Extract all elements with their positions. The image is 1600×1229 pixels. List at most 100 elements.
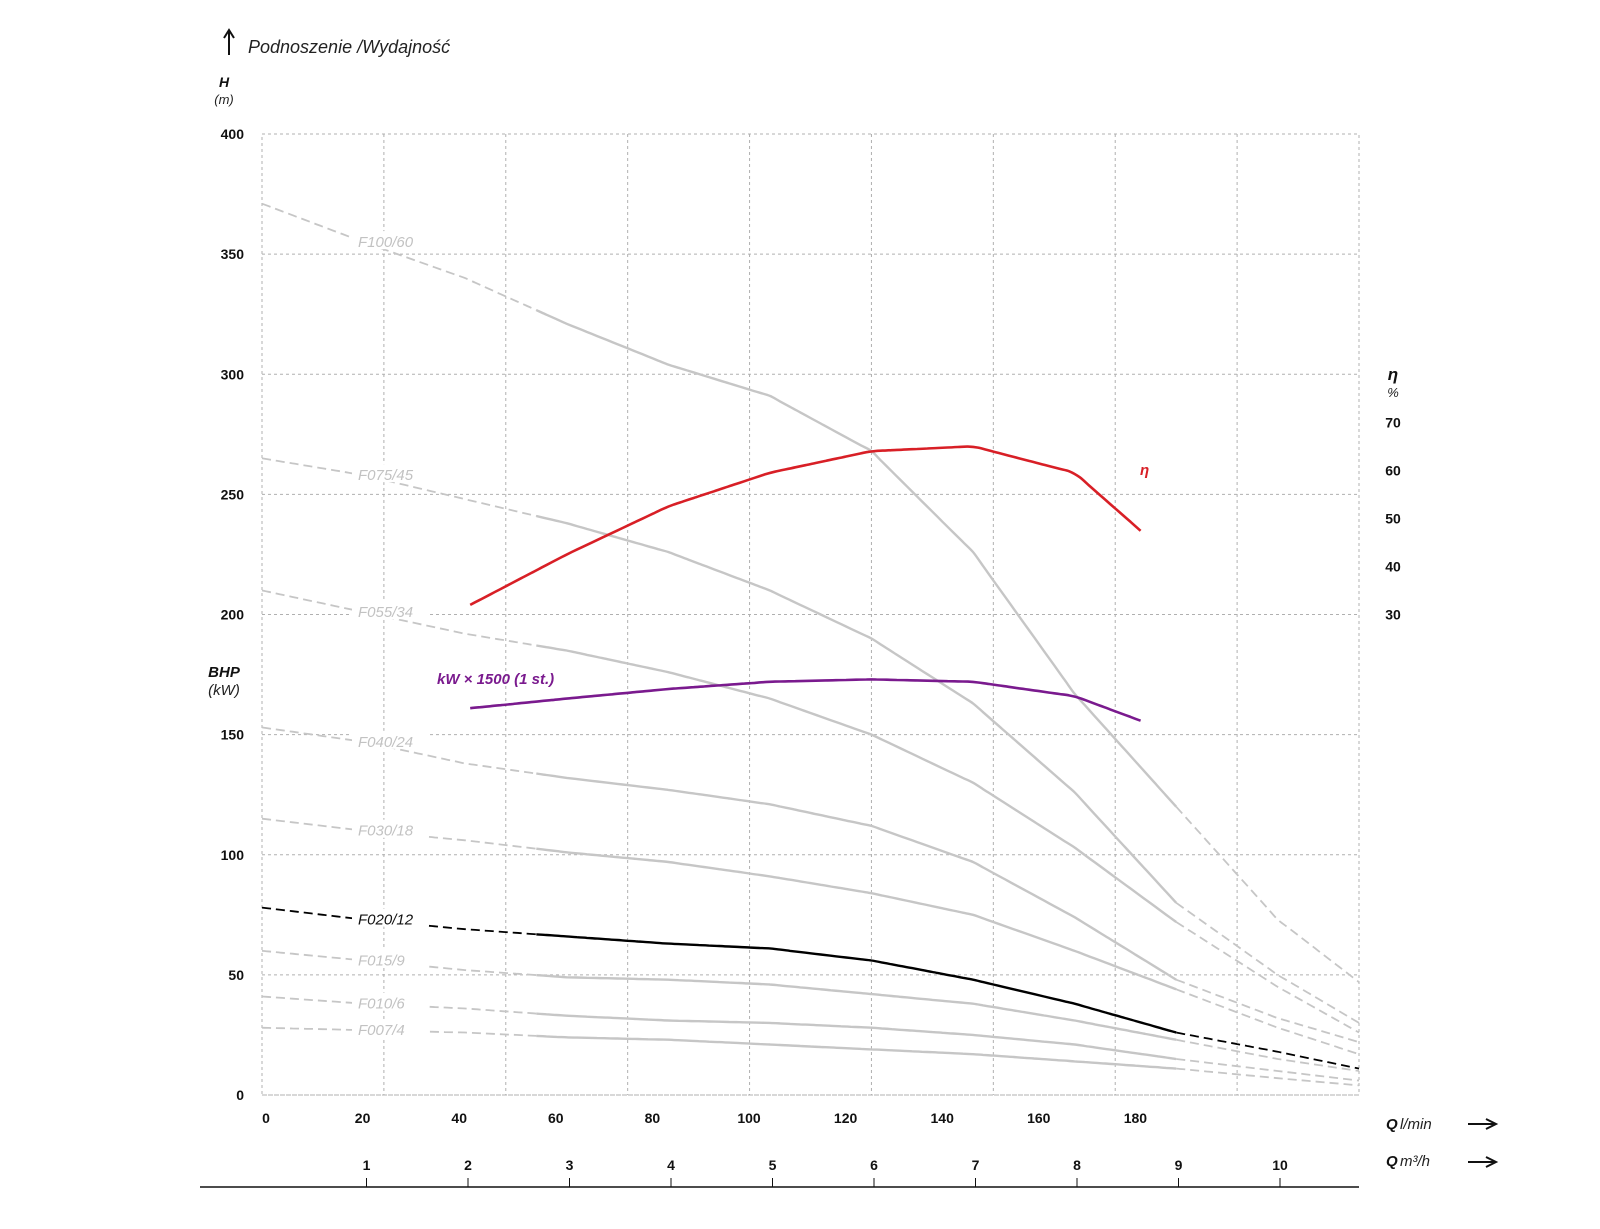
arrow-right-icon [1468, 1118, 1499, 1130]
y-tick-label: 350 [221, 246, 245, 262]
eff-tick-label: 30 [1385, 607, 1401, 623]
curve-f010-6-dashed-left [261, 995, 537, 1015]
x-axis-lmin-title: Q l/min [1386, 1116, 1499, 1133]
x-tick-label-m3h: 2 [464, 1157, 472, 1173]
eff-tick-label: 70 [1385, 414, 1401, 430]
y-tick-label: 250 [221, 486, 245, 502]
curve-label-f030-18: F030/18 [358, 823, 414, 840]
x-tick-label-m3h: 6 [870, 1157, 878, 1173]
curve-label-f015-9: F015/9 [358, 952, 405, 969]
bhp-axis-label: BHP [208, 664, 241, 681]
eff-tick-label: 60 [1385, 462, 1401, 478]
y-tick-label: 150 [221, 727, 245, 743]
y-axis-label: H [219, 74, 230, 90]
eff-tick-label: 50 [1385, 510, 1401, 526]
curve-f007-4 [536, 1034, 1177, 1070]
x-axis-lmin-label: Q [1386, 1116, 1398, 1133]
curve-label-f007-4: F007/4 [358, 1022, 405, 1039]
y-tick-label: 400 [221, 126, 245, 142]
curve-label-bg [352, 1019, 428, 1038]
curve-label-f100-60: F100/60 [358, 234, 414, 251]
curve-f030-18 [536, 847, 1177, 991]
curve-f007-4-dashed-right [1176, 1067, 1360, 1087]
curve-label-eta: η [1140, 462, 1149, 479]
x-axis-m3h-label: Q [1386, 1153, 1398, 1170]
x-tick-label-lmin: 40 [451, 1110, 467, 1126]
curve- [469, 445, 1142, 607]
curve-f015-9-dashed-right [1175, 1038, 1360, 1072]
curve-f100-60 [535, 309, 1178, 808]
x-tick-label-lmin: 180 [1124, 1110, 1148, 1126]
x-tick-label-lmin: 140 [931, 1110, 955, 1126]
chart-title-group: Podnoszenie /Wydajność [223, 28, 450, 57]
curve-f020-12-dashed-right [1175, 1031, 1360, 1070]
curve-label-bg [352, 730, 428, 749]
eff-tick-label: 40 [1385, 558, 1401, 574]
curve-label-bg [352, 464, 428, 483]
eff-axis-label: η [1388, 365, 1398, 384]
curve-f100-60-dashed-right [1175, 806, 1360, 983]
x-tick-label-lmin: 100 [737, 1110, 761, 1126]
x-tick-label-m3h: 10 [1272, 1157, 1288, 1173]
y-axis-unit: (m) [214, 92, 234, 107]
y-tick-label: 300 [221, 366, 245, 382]
curve-f055-34 [536, 644, 1177, 923]
arrow-right-icon [1468, 1156, 1499, 1168]
x-tick-label-m3h: 9 [1175, 1157, 1183, 1173]
x-tick-label-lmin: 0 [262, 1110, 270, 1126]
curve-label-bg [352, 819, 428, 838]
x-tick-label-m3h: 1 [363, 1157, 371, 1173]
x-tick-label-m3h: 7 [972, 1157, 980, 1173]
curve-f040-24-dashed-left [261, 726, 537, 775]
bhp-axis-unit: (kW) [208, 682, 240, 699]
x-axis-m3h-title: Q m³/h [1386, 1153, 1499, 1170]
curve-label-f010-6: F010/6 [358, 996, 405, 1013]
x-axis-lmin-unit: l/min [1400, 1116, 1432, 1133]
y-tick-label: 50 [228, 967, 244, 983]
y-tick-label: 200 [221, 607, 245, 623]
curve-f007-4-dashed-left [261, 1026, 537, 1037]
x-axis-m3h-unit: m³/h [1400, 1153, 1430, 1170]
curve-label-bg [352, 601, 428, 620]
curve-f100-60-dashed-left [261, 202, 537, 311]
x-tick-label-lmin: 60 [548, 1110, 564, 1126]
curve-f040-24 [536, 772, 1177, 981]
x-tick-label-lmin: 80 [645, 1110, 661, 1126]
curve-f010-6 [536, 1012, 1177, 1061]
curve-label-bg [352, 908, 428, 927]
curve-f020-12 [536, 933, 1177, 1034]
curve-f075-45-dashed-right [1175, 902, 1360, 1024]
x-tick-label-m3h: 8 [1073, 1157, 1081, 1173]
curve-f015-9-dashed-left [261, 950, 537, 976]
x-tick-label-lmin: 20 [355, 1110, 371, 1126]
x-tick-label-m3h: 5 [769, 1157, 777, 1173]
curve-f010-6-dashed-right [1176, 1058, 1360, 1082]
curve-label-f020-12: F020/12 [358, 912, 414, 929]
x-tick-label-m3h: 4 [667, 1157, 675, 1173]
curve-f030-18-dashed-right [1175, 988, 1360, 1056]
curve-f030-18-dashed-left [261, 817, 537, 850]
curve-label-bg [352, 231, 428, 250]
x-tick-label-lmin: 160 [1027, 1110, 1051, 1126]
x-tick-label-lmin: 120 [834, 1110, 858, 1126]
curve-label-bg [352, 949, 428, 968]
curve-f015-9 [536, 973, 1177, 1041]
axes: 0 50 100 150 200 250 300 350 400 30 40 50 60 70 0 20 40 6… [200, 126, 1401, 1188]
curve-label-f055-34: F055/34 [358, 604, 413, 621]
curves [261, 202, 1360, 1087]
curve-f075-45-dashed-left [261, 457, 537, 517]
curve-f055-34-dashed-left [261, 589, 537, 647]
eff-axis-unit: % [1387, 385, 1399, 400]
curve-labels: F100/60 F075/45 F055/34 F040/24 F030/18 F020/… [352, 231, 1149, 1039]
curve-label-bg [352, 992, 428, 1011]
curve-label-kw: kW × 1500 (1 st.) [437, 671, 554, 688]
curve-f020-12-dashed-left [261, 906, 537, 936]
y-tick-label: 0 [236, 1087, 244, 1103]
y-tick-label: 100 [221, 847, 245, 863]
curve-label-f075-45: F075/45 [358, 467, 414, 484]
up-arrow-icon [223, 28, 235, 55]
curve-label-f040-24: F040/24 [358, 734, 413, 751]
x-tick-label-m3h: 3 [566, 1157, 574, 1173]
curve-kw-1500-1-st [470, 678, 1142, 722]
